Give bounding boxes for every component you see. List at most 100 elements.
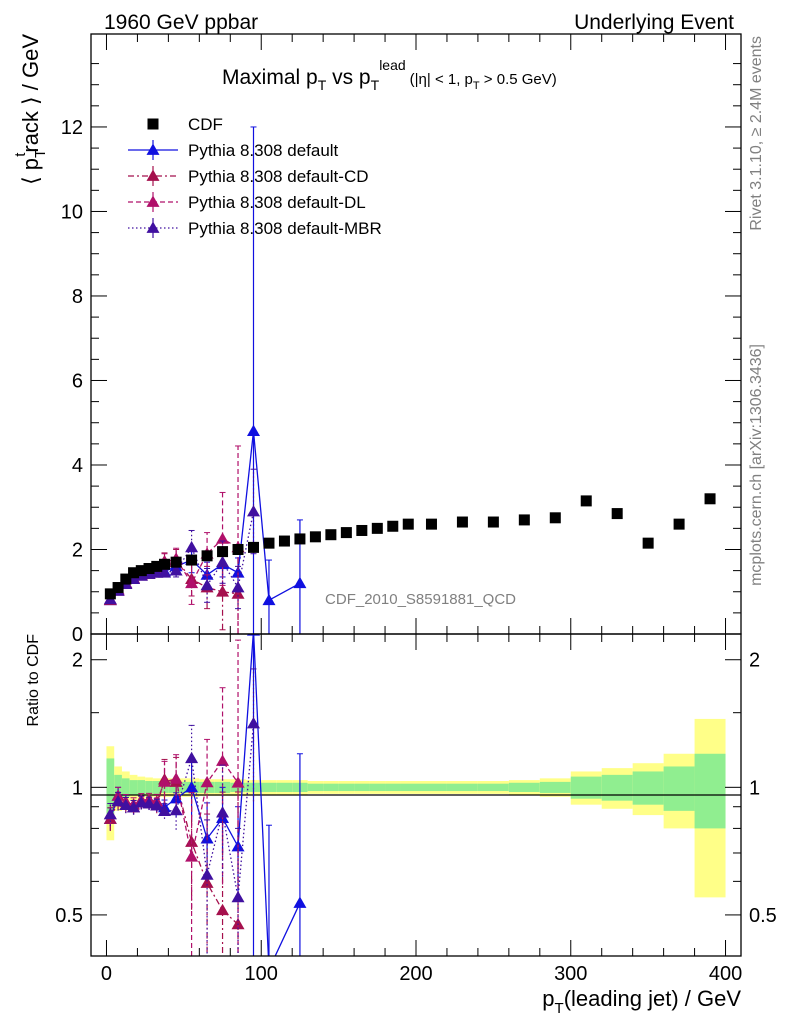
legend-entry-4: Pythia 8.308 default-MBR xyxy=(128,218,382,238)
data-point xyxy=(247,424,260,437)
legend-label: Pythia 8.308 default-DL xyxy=(188,193,366,212)
x-tick-label: 0 xyxy=(101,963,112,985)
ratio-y-tick-label-right: 2 xyxy=(749,650,760,672)
cdf-point xyxy=(186,554,198,566)
main-y-tick-label: 0 xyxy=(72,624,83,646)
ratio-point xyxy=(127,800,141,813)
cdf-point xyxy=(120,573,132,585)
legend-entry-3: Pythia 8.308 default-DL xyxy=(128,192,366,212)
ratio-point xyxy=(169,803,183,816)
data-point xyxy=(200,578,214,591)
uncertainty-band-inner xyxy=(152,780,161,794)
ratio-series-4 xyxy=(103,668,260,956)
uncertainty-band-inner xyxy=(137,780,146,795)
ratio-point xyxy=(200,868,214,880)
cdf-point xyxy=(278,535,290,547)
cdf-point xyxy=(704,493,716,505)
cdf-point xyxy=(371,522,383,534)
uncertainty-band-inner xyxy=(477,783,509,792)
ratio-y-axis-label: Ratio to CDF xyxy=(25,634,42,727)
side-label-bottom: mcplots.cern.ch [arXiv:1306.3436] xyxy=(748,344,765,586)
uncertainty-band-inner xyxy=(121,778,130,797)
side-label-top: Rivet 3.1.10, ≥ 2.4M events xyxy=(748,36,765,231)
cdf-point xyxy=(387,520,399,532)
cdf-data xyxy=(104,493,716,600)
ratio-point xyxy=(200,775,214,788)
legend-marker xyxy=(146,143,160,155)
main-y-tick-label: 10 xyxy=(61,201,83,223)
main-y-tick-label: 12 xyxy=(61,117,83,139)
legend-entry-1: Pythia 8.308 default xyxy=(128,140,339,160)
data-point xyxy=(231,581,245,593)
cdf-point xyxy=(487,516,499,528)
data-point xyxy=(216,555,230,568)
main-y-tick-label: 4 xyxy=(72,455,83,477)
legend-label: Pythia 8.308 default-MBR xyxy=(188,219,382,238)
uncertainty-band-inner xyxy=(570,776,602,799)
uncertainty-band-inner xyxy=(632,771,664,805)
legend-marker xyxy=(146,169,160,181)
legend-marker xyxy=(146,221,160,233)
cdf-point xyxy=(201,550,213,562)
cdf-point xyxy=(518,514,530,526)
cdf-point xyxy=(356,524,368,536)
uncertainty-band-inner xyxy=(601,774,633,801)
legend: CDF Pythia 8.308 default Pythia 8.308 defa… xyxy=(128,115,382,238)
cdf-point xyxy=(611,508,623,520)
cdf-point xyxy=(104,588,116,600)
series-line xyxy=(109,511,255,600)
uncertainty-band-inner xyxy=(307,783,324,792)
ratio-point xyxy=(247,716,260,729)
header-right: Underlying Event xyxy=(574,11,734,34)
analysis-label: CDF_2010_S8591881_QCD xyxy=(325,591,516,608)
data-point xyxy=(185,540,199,553)
uncertainty-band-inner xyxy=(323,783,339,792)
ratio-point xyxy=(231,890,245,903)
header-left: 1960 GeV ppbar xyxy=(104,11,258,34)
ratio-point xyxy=(158,804,172,816)
cdf-point xyxy=(135,565,147,577)
data-point xyxy=(169,564,183,576)
cdf-point xyxy=(217,546,229,558)
ratio-point xyxy=(134,796,148,808)
ratio-y-tick-label: 1 xyxy=(72,777,83,799)
legend-marker xyxy=(146,195,160,207)
uncertainty-band-inner xyxy=(354,783,370,792)
cdf-point xyxy=(340,527,352,539)
uncertainty-band-inner xyxy=(145,780,153,794)
ratio-point xyxy=(158,775,172,787)
legend-entry-2: Pythia 8.308 default-CD xyxy=(128,166,369,186)
cdf-point xyxy=(151,560,163,572)
ratio-series-3 xyxy=(103,639,245,956)
series-4 xyxy=(103,468,260,610)
uncertainty-band-inner xyxy=(446,783,478,792)
ratio-point xyxy=(142,796,156,809)
ratio-point xyxy=(185,850,199,862)
legend-label: CDF xyxy=(188,115,223,134)
uncertainty-band-inner xyxy=(338,783,355,792)
x-tick-label: 300 xyxy=(554,963,587,985)
data-point xyxy=(216,585,230,597)
uncertainty-band-inner xyxy=(129,780,138,795)
ratio-point xyxy=(169,772,183,784)
data-point xyxy=(293,576,307,589)
legend-label: Pythia 8.308 default-CD xyxy=(188,167,369,186)
cdf-point xyxy=(170,556,182,568)
data-point xyxy=(247,504,260,517)
uncertainty-band-inner xyxy=(508,782,540,792)
cdf-point xyxy=(143,563,155,575)
cdf-point xyxy=(112,582,124,594)
cdf-point xyxy=(159,558,171,570)
uncertainty-band-inner xyxy=(663,766,695,811)
ratio-point xyxy=(216,754,230,766)
uncertainty-band-inner xyxy=(400,783,416,792)
uncertainty-band-inner xyxy=(385,783,401,792)
legend-label: Pythia 8.308 default xyxy=(188,141,339,160)
series-3 xyxy=(103,445,245,635)
main-y-tick-label: 6 xyxy=(72,370,83,392)
cdf-point xyxy=(456,516,468,528)
data-point xyxy=(262,593,276,606)
y-axis-label: ⟨ pTtrack ⟩ / GeV xyxy=(12,34,49,185)
cdf-point xyxy=(673,518,685,530)
